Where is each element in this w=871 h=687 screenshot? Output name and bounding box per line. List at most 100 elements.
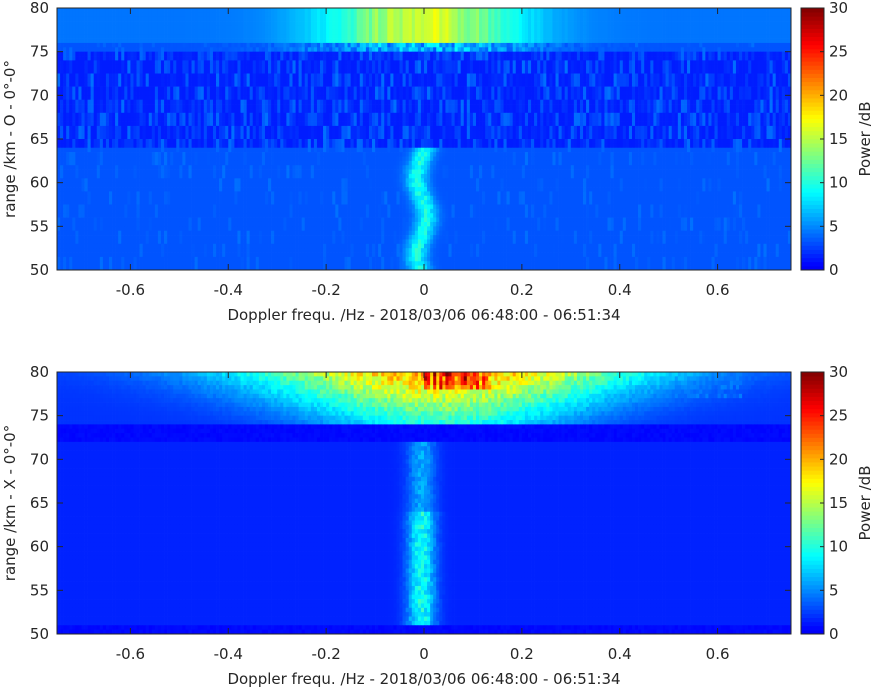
heatmap-cell [479,95,483,101]
heatmap-cell [402,90,406,96]
heatmap-cell [573,82,578,87]
heatmap-cell [628,56,633,61]
heatmap-cell [711,56,715,61]
heatmap-cell [237,77,241,83]
heatmap-cell [524,77,529,83]
heatmap-cell [130,64,134,70]
heatmap-cell [112,90,116,96]
heatmap-cell [482,60,486,66]
heatmap-cell [112,16,116,22]
heatmap-cell [537,34,541,39]
heatmap-cell [534,60,538,66]
heatmap-cell [610,56,614,61]
heatmap-cell [512,73,517,79]
heatmap-cell [466,69,471,74]
heatmap-cell [576,47,581,53]
heatmap-cell [365,90,370,96]
heatmap-cell [656,77,660,83]
heatmap-cell [78,86,82,92]
heatmap-cell [197,21,202,26]
heatmap-cell [197,86,202,92]
heatmap-cell [310,56,315,61]
heatmap-cell [286,77,290,83]
heatmap-cell [249,64,254,70]
heatmap-cell [775,56,780,61]
heatmap-cell [729,56,734,61]
heatmap-cell [78,29,82,35]
heatmap-cell [249,73,254,79]
heatmap-cell [133,95,137,101]
heatmap-cell [613,29,618,35]
heatmap-cell [656,64,660,70]
heatmap-cell [188,77,192,83]
heatmap-cell [72,86,76,92]
heatmap-cell [561,47,566,53]
heatmap-cell [344,95,348,101]
heatmap-cell [255,56,260,61]
heatmap-cell [66,73,70,79]
heatmap-cell [372,56,376,61]
heatmap-cell [148,51,153,57]
heatmap-cell [323,77,327,83]
heatmap-cell [717,64,722,70]
heatmap-cell [390,29,394,35]
heatmap-cell [687,25,691,31]
heatmap-cell [72,8,76,13]
heatmap-cell [66,56,70,61]
heatmap-cell [118,73,122,79]
heatmap-cell [500,25,504,31]
heatmap-cell [157,29,162,35]
heatmap-cell [665,60,670,66]
heatmap-cell [316,90,321,96]
heatmap-cell [564,47,569,53]
heatmap-cell [411,95,416,101]
heatmap-cell [619,42,624,48]
heatmap-cell [191,86,195,92]
heatmap-cell [433,60,437,66]
heatmap-cell [72,95,76,101]
heatmap-cell [90,64,95,70]
heatmap-cell [647,95,651,101]
heatmap-cell [644,16,648,22]
heatmap-cell [326,73,330,79]
heatmap-cell [145,86,150,92]
heatmap-cell [258,34,263,39]
heatmap-cell [576,60,581,66]
heatmap-cell [286,90,290,96]
heatmap-cell [356,60,361,66]
heatmap-cell [295,60,299,66]
heatmap-cell [610,90,614,96]
heatmap-cell [739,82,743,87]
heatmap-cell [427,73,431,79]
heatmap-cell [760,34,764,39]
heatmap-cell [206,34,211,39]
heatmap-cell [344,12,348,18]
heatmap-cell [781,60,786,66]
heatmap-cell [641,56,645,61]
heatmap-cell [610,34,614,39]
heatmap-cell [644,60,648,66]
heatmap-cell [222,21,226,26]
heatmap-cell [307,60,312,66]
heatmap-cell [405,21,410,26]
heatmap-cell [66,25,70,31]
heatmap-cell [766,56,770,61]
heatmap-cell [781,86,786,92]
heatmap-cell [442,16,446,22]
heatmap-cell [402,95,406,101]
heatmap-cell [78,69,82,74]
heatmap-cell [699,38,703,44]
heatmap-cell [531,73,535,79]
heatmap-cell [145,38,150,44]
heatmap-cell [261,95,266,101]
heatmap-cell [699,60,703,66]
heatmap-cell [99,77,104,83]
heatmap-cell [613,34,618,39]
heatmap-cell [760,47,764,53]
heatmap-cell [286,38,290,44]
heatmap-cell [576,21,581,26]
heatmap-cell [748,82,752,87]
heatmap-cell [160,56,165,61]
heatmap-cell [323,82,327,87]
heatmap-cell [653,21,657,26]
